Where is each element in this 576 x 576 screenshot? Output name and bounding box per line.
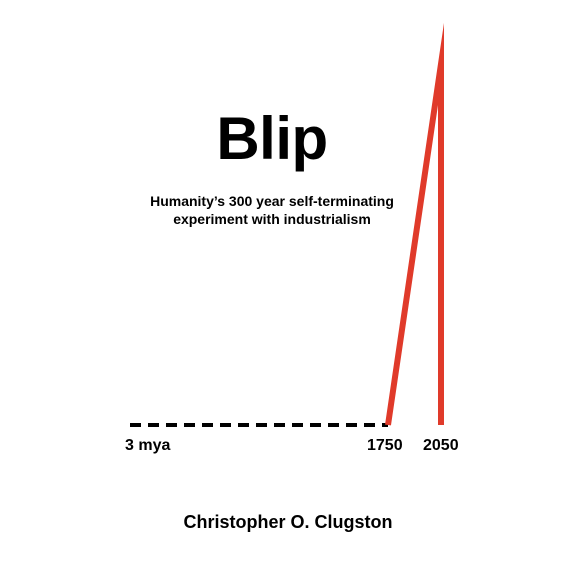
cover-author: Christopher O. Clugston [183, 512, 393, 532]
subtitle-line-1: Humanity’s 300 year self-terminating [150, 193, 394, 209]
cover-subtitle: Humanity’s 300 year self-terminating exp… [110, 192, 434, 228]
industrial-spike-line [385, 22, 444, 426]
timeline-label-peak: 2050 [423, 437, 459, 454]
subtitle-line-2: experiment with industrialism [173, 211, 371, 227]
timeline-label-rise: 1750 [367, 437, 403, 454]
timeline-label-start: 3 mya [125, 437, 171, 454]
cover-title: Blip [216, 105, 328, 172]
